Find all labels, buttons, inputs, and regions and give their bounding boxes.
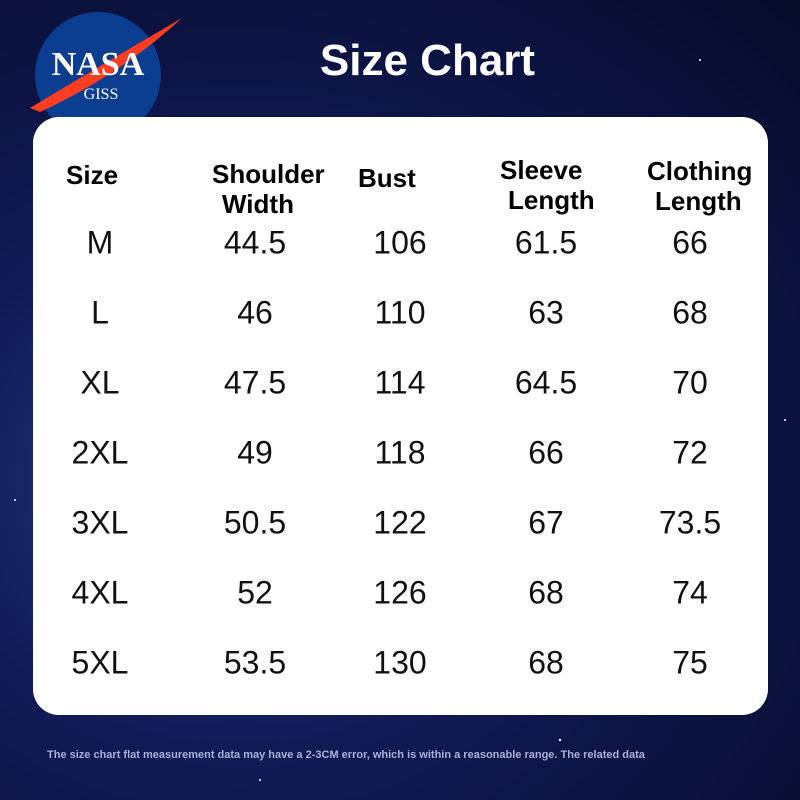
table-cell: 68 — [672, 294, 708, 331]
logo: NASA GISS — [30, 12, 182, 138]
note: The size chart flat measurement data may… — [47, 749, 645, 761]
table-cell: 66 — [528, 434, 564, 471]
table-cell: 52 — [237, 574, 273, 611]
table-cell: 50.5 — [223, 504, 287, 541]
size-table: Size Shoulder Width Bust Sleeve Length Clothin… — [33, 117, 768, 715]
column-header: Clothing — [647, 156, 753, 186]
logo-subtitle: GISS — [84, 86, 119, 103]
table-cell: 46 — [237, 294, 273, 331]
table-cell: 70 — [672, 364, 708, 401]
table-cell: 4XL — [71, 574, 129, 611]
table-cell: 61.5 — [514, 224, 578, 261]
table-cell: 53.5 — [223, 644, 287, 681]
table-cell: 49 — [237, 434, 273, 471]
table-cell: 47.5 — [223, 364, 287, 401]
column-header: Length — [508, 185, 595, 215]
table-cell: 118 — [374, 434, 426, 471]
table-cell: L — [91, 294, 109, 331]
table-cell: 75 — [672, 644, 708, 681]
table-cell: 44.5 — [223, 224, 287, 261]
table-cell: 130 — [373, 644, 427, 681]
table-cell: 110 — [374, 294, 426, 331]
table-cell: 74 — [672, 574, 708, 611]
table-cell: 2XL — [71, 434, 129, 471]
column-header: Size — [66, 160, 119, 190]
table-cell: 114 — [374, 364, 426, 401]
table-cell: 67 — [528, 504, 564, 541]
table-cell: XL — [80, 364, 120, 401]
column-header: Width — [222, 189, 294, 219]
column-header: Length — [655, 186, 742, 216]
table-cell: 68 — [528, 574, 564, 611]
column-header: Sleeve — [500, 155, 583, 185]
table-cell: 106 — [373, 224, 427, 261]
table-cell: 63 — [528, 294, 564, 331]
table-cell: 3XL — [71, 504, 129, 541]
column-header: Bust — [358, 163, 416, 193]
logo-title: NASA — [52, 46, 145, 83]
table-cell: 5XL — [71, 644, 129, 681]
table-cell: 72 — [672, 434, 708, 471]
table-cell: 68 — [528, 644, 564, 681]
title: Size Chart — [319, 36, 536, 85]
table-cell: 64.5 — [514, 364, 578, 401]
table-cell: 126 — [373, 574, 427, 611]
table-cell: 122 — [373, 504, 427, 541]
table-cell: 66 — [672, 224, 708, 261]
column-header: Shoulder — [212, 159, 325, 189]
table-cell: 73.5 — [658, 504, 722, 541]
table-cell: M — [86, 224, 114, 261]
